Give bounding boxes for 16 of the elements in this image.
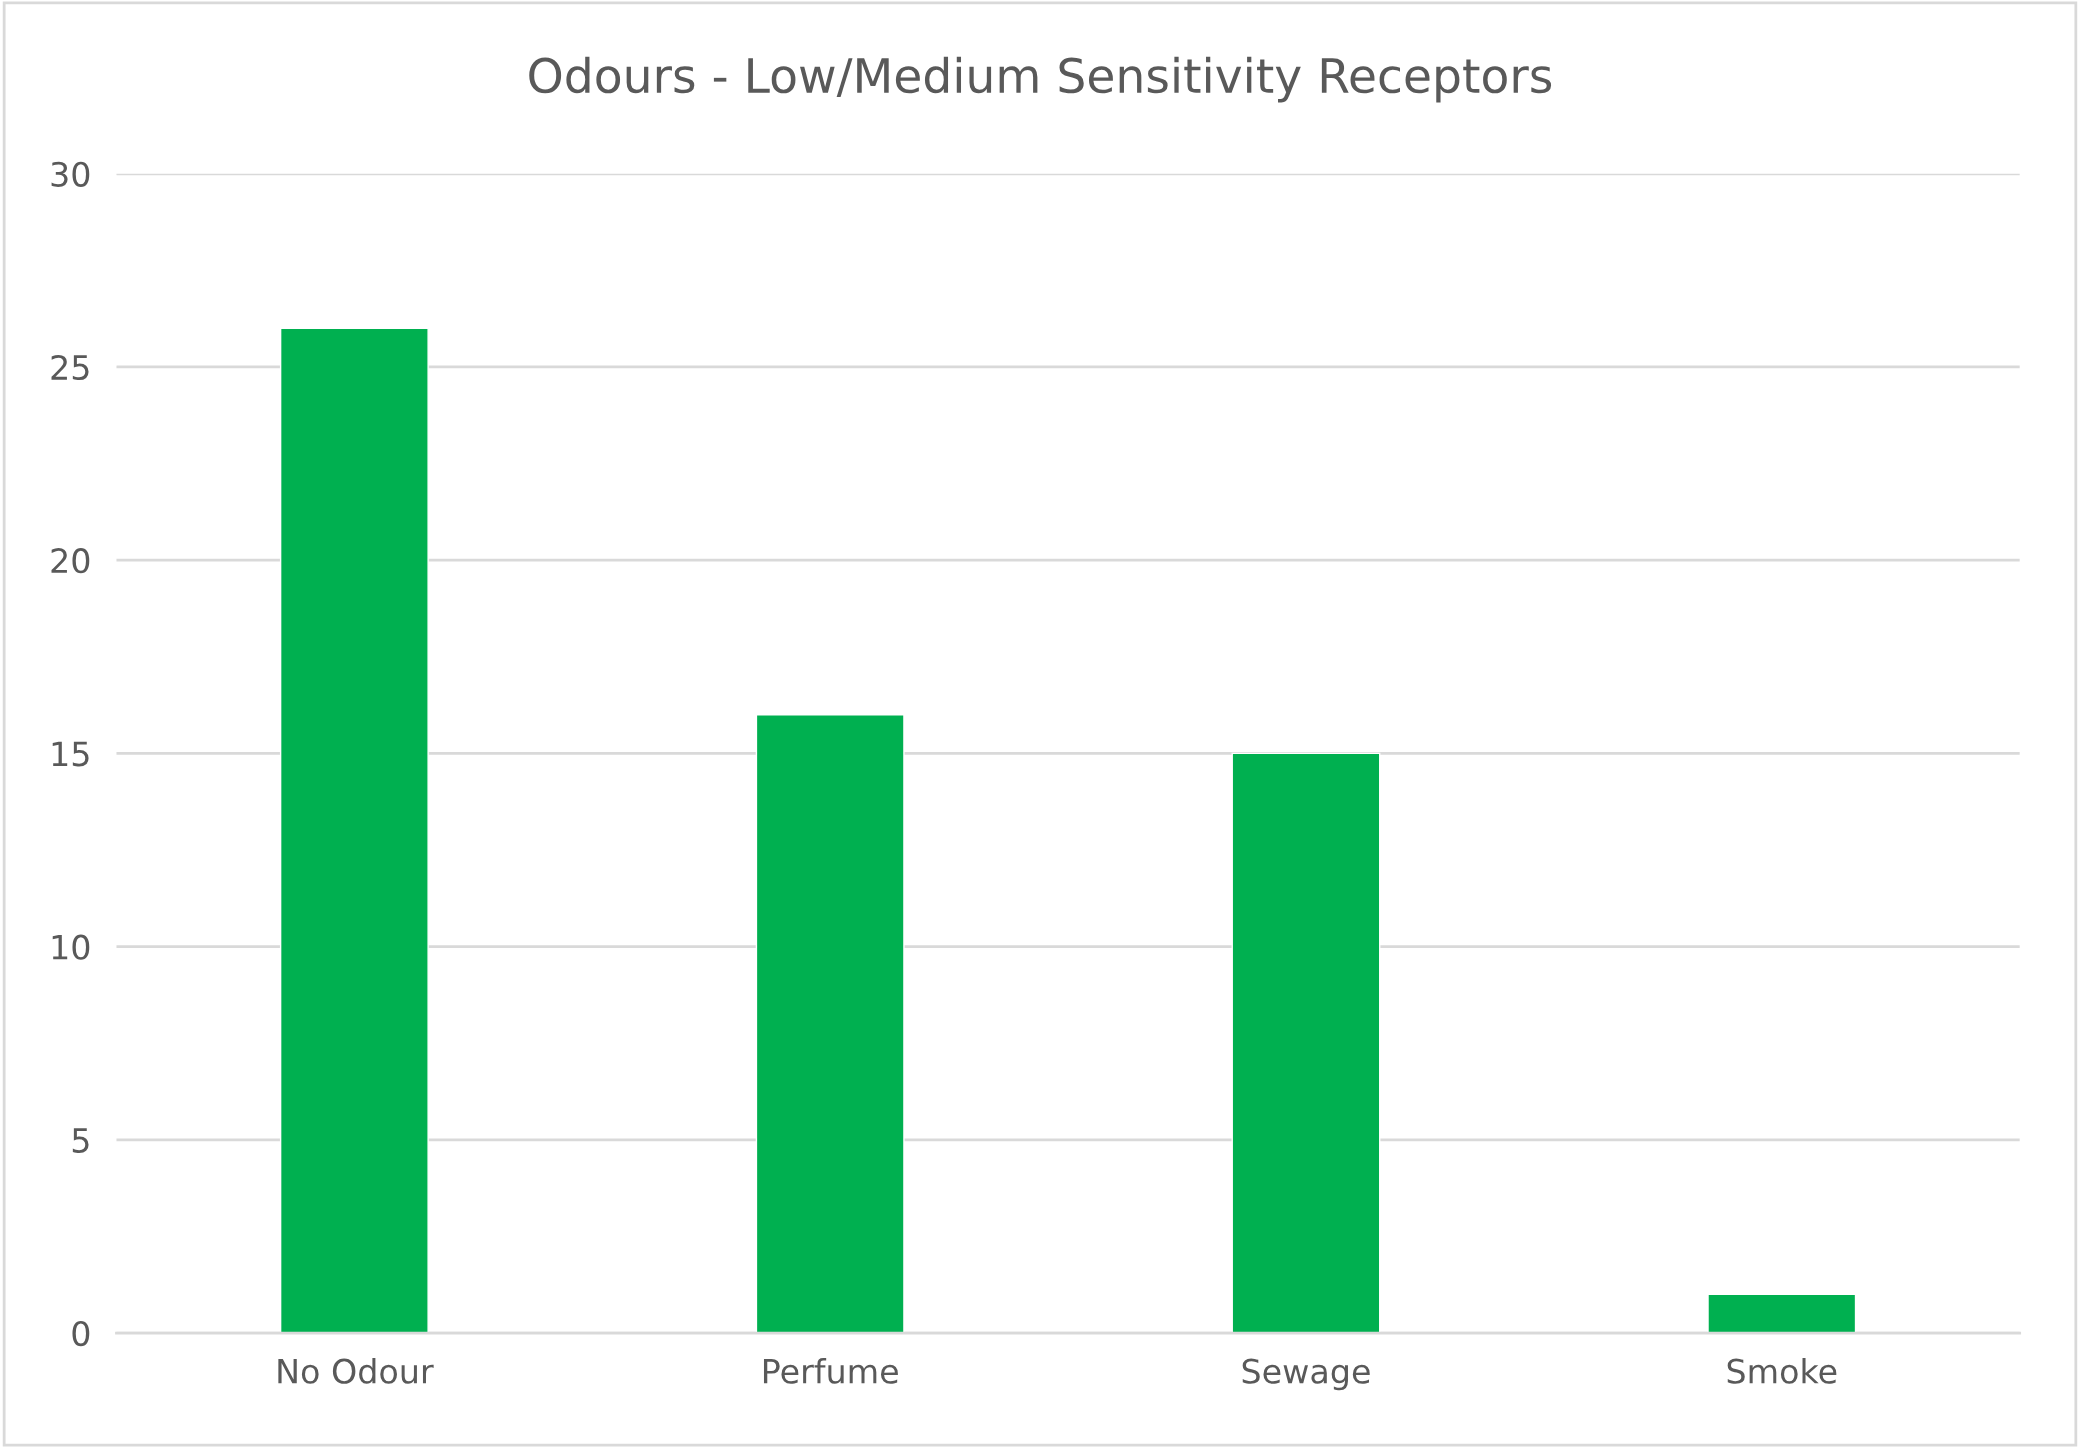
x-tick-label: Sewage xyxy=(1242,1358,1370,1391)
y-tick-label: 0 xyxy=(72,1320,90,1347)
x-tick-label: No Odour xyxy=(278,1358,434,1384)
y-tick-label: 30 xyxy=(51,161,90,187)
y-tick-label: 15 xyxy=(52,741,89,767)
bar xyxy=(279,327,429,1334)
chart-title: Odours - Low/Medium Sensitivity Receptors xyxy=(529,56,1552,103)
y-tick-label: 20 xyxy=(51,548,90,574)
y-tick-label: 25 xyxy=(51,354,89,381)
bar xyxy=(755,714,905,1334)
bar xyxy=(1707,1293,1857,1334)
bar xyxy=(1231,752,1381,1334)
y-tick-label: 10 xyxy=(52,934,90,960)
y-tick-label: 5 xyxy=(72,1128,89,1153)
x-tick-label: Perfume xyxy=(763,1358,898,1384)
x-tick-label: Smoke xyxy=(1727,1358,1837,1384)
